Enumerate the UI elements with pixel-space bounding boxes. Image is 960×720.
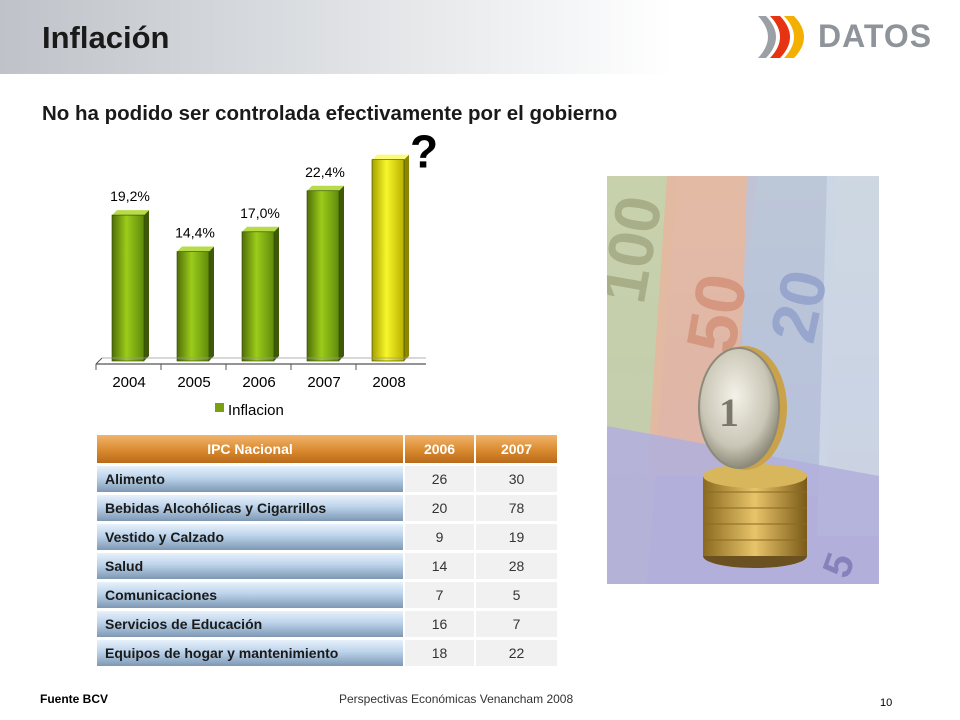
value-2007: 78 bbox=[476, 495, 559, 521]
data-label: 19,2% bbox=[110, 188, 150, 204]
header-2006: 2006 bbox=[405, 435, 477, 463]
row-category: Equipos de hogar y mantenimiento bbox=[97, 640, 405, 666]
value-2006: 16 bbox=[405, 611, 477, 637]
row-category: Salud bbox=[97, 553, 405, 579]
row-category: Servicios de Educación bbox=[97, 611, 405, 637]
row-category: Comunicaciones bbox=[97, 582, 405, 608]
page-number: 10 bbox=[880, 697, 893, 709]
value-2006: 7 bbox=[405, 582, 477, 608]
ipc-table: IPC Nacional 2006 2007 Alimento 26 30 Be… bbox=[97, 432, 559, 669]
euro-money-photo: 100 50 20 5 1 bbox=[607, 176, 879, 584]
chart-legend: Inflacion bbox=[215, 402, 284, 419]
svg-text:50: 50 bbox=[671, 268, 761, 358]
legend-label: Inflacion bbox=[228, 402, 284, 419]
legend-swatch bbox=[215, 403, 224, 412]
value-2007: 7 bbox=[476, 611, 559, 637]
data-label: 17,0% bbox=[240, 205, 280, 221]
data-label: 14,4% bbox=[175, 225, 215, 241]
table-row: Vestido y Calzado 9 19 bbox=[97, 524, 559, 550]
x-tick-label: 2006 bbox=[242, 374, 275, 391]
bar-2004 bbox=[111, 210, 149, 362]
data-label: 22,4% bbox=[305, 164, 345, 180]
bar-2006 bbox=[241, 226, 279, 362]
svg-text:1: 1 bbox=[719, 390, 739, 435]
value-2007: 19 bbox=[476, 524, 559, 550]
value-2007: 30 bbox=[476, 466, 559, 492]
datos-logo: DATOS bbox=[756, 12, 942, 62]
table-row: Servicios de Educación 16 7 bbox=[97, 611, 559, 637]
footer-center: Perspectivas Económicas Venancham 2008 bbox=[339, 692, 574, 706]
bar-2008 bbox=[371, 154, 409, 362]
logo-mark-icon bbox=[758, 16, 804, 58]
table-row: Equipos de hogar y mantenimiento 18 22 bbox=[97, 640, 559, 666]
x-tick-label: 2007 bbox=[307, 374, 340, 391]
value-2007: 5 bbox=[476, 582, 559, 608]
row-category: Alimento bbox=[97, 466, 405, 492]
header-2007: 2007 bbox=[476, 435, 559, 463]
value-2007: 22 bbox=[476, 640, 559, 666]
x-axis-depth bbox=[95, 357, 103, 365]
table-row: Bebidas Alcohólicas y Cigarrillos 20 78 bbox=[97, 495, 559, 521]
value-2006: 18 bbox=[405, 640, 477, 666]
table-row: Salud 14 28 bbox=[97, 553, 559, 579]
bar-2007 bbox=[306, 185, 344, 362]
header-ipc-nacional: IPC Nacional bbox=[97, 435, 405, 463]
x-tick-label: 2005 bbox=[177, 374, 210, 391]
x-tick-label: 2004 bbox=[112, 374, 145, 391]
footer-source: Fuente BCV bbox=[40, 692, 109, 706]
svg-text:20: 20 bbox=[756, 264, 841, 349]
x-tick-label: 2008 bbox=[372, 374, 405, 391]
table-row: Comunicaciones 7 5 bbox=[97, 582, 559, 608]
question-mark-annotation: ? bbox=[410, 130, 438, 178]
value-2006: 14 bbox=[405, 553, 477, 579]
logo-text: DATOS bbox=[818, 18, 933, 54]
value-2006: 9 bbox=[405, 524, 477, 550]
value-2006: 20 bbox=[405, 495, 477, 521]
row-category: Vestido y Calzado bbox=[97, 524, 405, 550]
subtitle: No ha podido ser controlada efectivament… bbox=[42, 102, 618, 125]
page-title: Inflación bbox=[42, 20, 170, 55]
row-category: Bebidas Alcohólicas y Cigarrillos bbox=[97, 495, 405, 521]
value-2006: 26 bbox=[405, 466, 477, 492]
inflation-chart: 19,2% 2004 14,4% 2005 17,0% 2006 22,4% 2007 2008… bbox=[95, 130, 438, 419]
bar-2005 bbox=[176, 246, 214, 362]
table-row: Alimento 26 30 bbox=[97, 466, 559, 492]
value-2007: 28 bbox=[476, 553, 559, 579]
table-header-row: IPC Nacional 2006 2007 bbox=[97, 435, 559, 463]
